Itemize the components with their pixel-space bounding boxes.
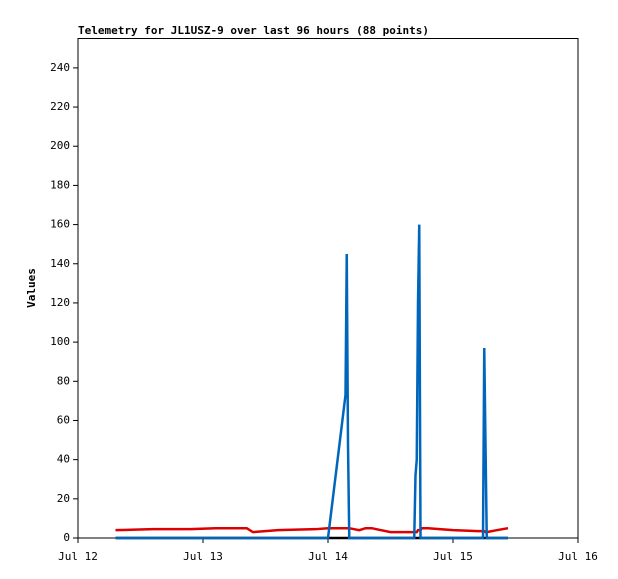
y-tick-label: 200: [50, 139, 70, 152]
y-tick-label: 0: [63, 531, 70, 544]
x-tick-label: Jul 16: [558, 550, 598, 563]
x-tick-label: Jul 14: [308, 550, 348, 563]
chart-title: Telemetry for JL1USZ-9 over last 96 hour…: [78, 24, 429, 37]
y-tick-label: 240: [50, 61, 70, 74]
y-tick-label: 220: [50, 100, 70, 113]
y-tick-label: 80: [57, 374, 70, 387]
y-tick-label: 160: [50, 218, 70, 231]
y-tick-label: 60: [57, 413, 70, 426]
y-tick-label: 40: [57, 453, 70, 466]
y-axis-label: Values: [25, 268, 38, 308]
x-tick-label: Jul 12: [58, 550, 98, 563]
plot-frame: [77, 38, 579, 539]
series-line: [115, 224, 508, 540]
y-tick-label: 20: [57, 492, 70, 505]
series-line: [115, 526, 509, 534]
y-tick-label: 180: [50, 178, 70, 191]
x-tick-label: Jul 13: [183, 550, 223, 563]
y-tick-label: 100: [50, 335, 70, 348]
y-tick-label: 120: [50, 296, 70, 309]
y-tick-label: 140: [50, 257, 70, 270]
x-tick-label: Jul 15: [433, 550, 473, 563]
